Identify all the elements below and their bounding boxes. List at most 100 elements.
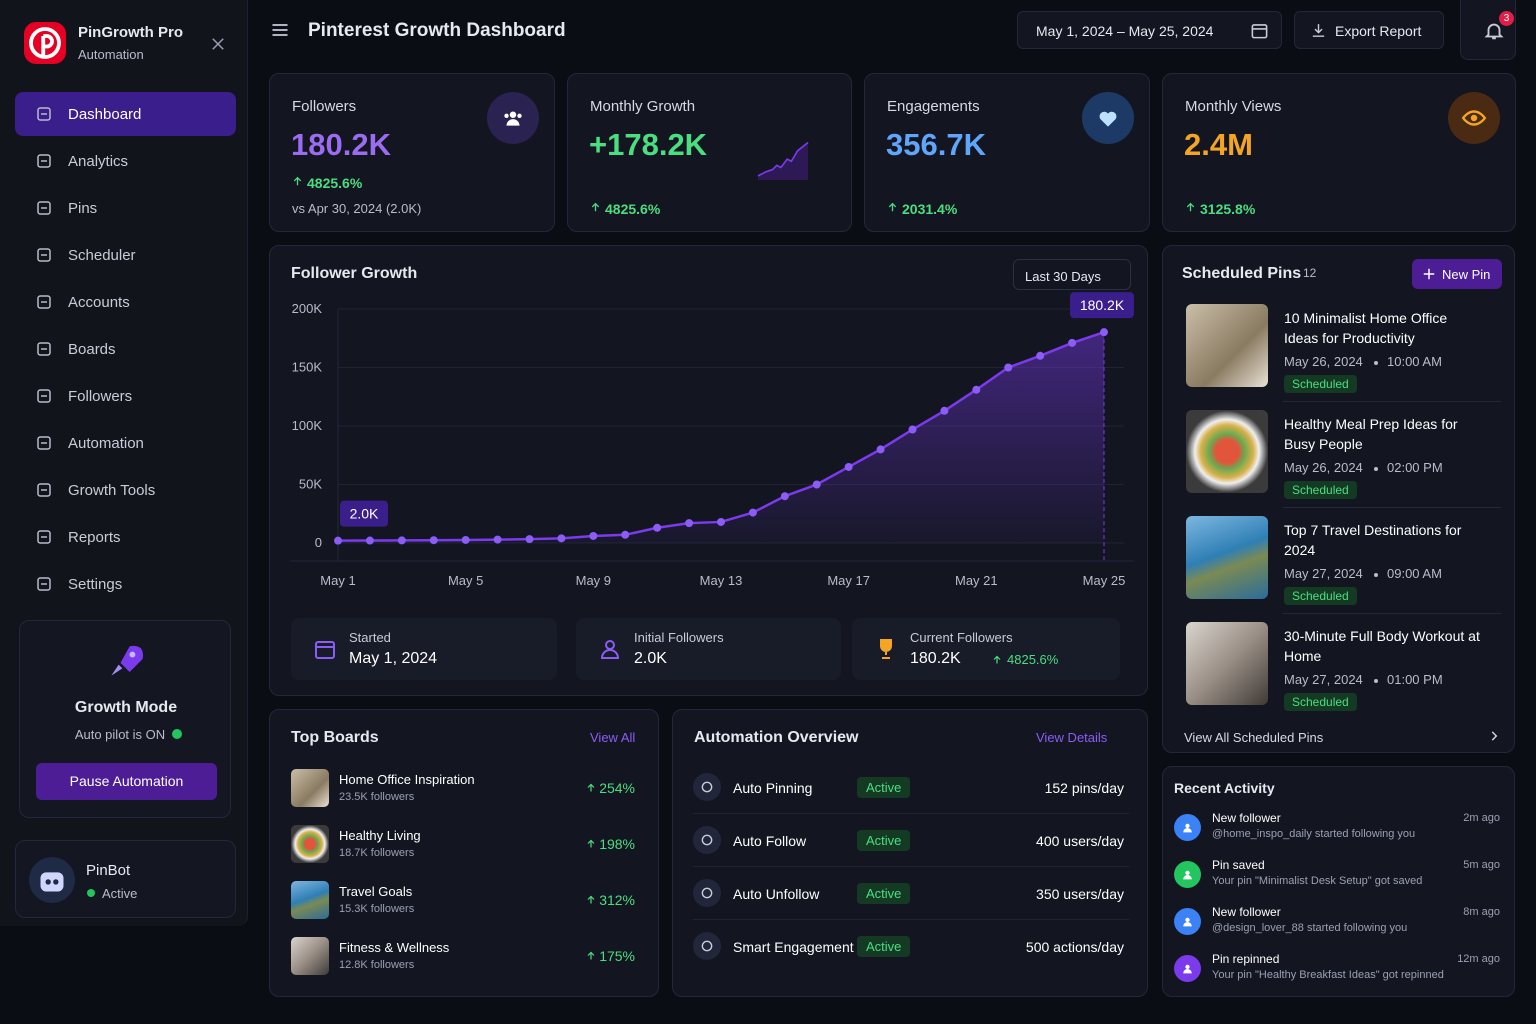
- nav-item[interactable]: Dashboard: [15, 92, 236, 136]
- board-row[interactable]: Fitness & Wellness 12.8K followers 175%: [291, 936, 641, 976]
- kpi-label: Monthly Views: [1185, 98, 1282, 115]
- area: [338, 332, 1104, 543]
- new-pin-label: New Pin: [1442, 267, 1491, 282]
- y-tick-label: 50K: [299, 477, 322, 492]
- data-point: [1100, 328, 1108, 337]
- automation-row: Smart Engagement Active 500 actions/day: [693, 931, 1129, 961]
- nav-label: Pins: [68, 200, 98, 217]
- board-row[interactable]: Travel Goals 15.3K followers 312%: [291, 880, 641, 920]
- data-point: [429, 536, 438, 545]
- automation-rate: 500 actions/day: [1025, 939, 1124, 955]
- nav-item[interactable]: Analytics: [15, 139, 236, 183]
- change-arrow: [585, 893, 597, 905]
- close-sidebar[interactable]: [209, 35, 227, 53]
- nav-label: Followers: [68, 388, 133, 405]
- nav-item[interactable]: Settings: [15, 562, 236, 606]
- view-all-pins[interactable]: View All Scheduled Pins: [1163, 724, 1516, 748]
- data-point: [844, 462, 853, 471]
- view-details-link[interactable]: View Details: [1036, 730, 1108, 745]
- nav-item[interactable]: Followers: [15, 374, 236, 418]
- nav-item[interactable]: Pins: [15, 186, 236, 230]
- change-arrow-glyph: [888, 202, 897, 212]
- kpi-icon: [1448, 92, 1500, 144]
- nav-item[interactable]: Scheduler: [15, 233, 236, 277]
- change-arrow: [991, 653, 1003, 665]
- pin-dot: [1374, 361, 1378, 365]
- activity-time: 8m ago: [1463, 906, 1500, 918]
- nav-item[interactable]: Growth Tools: [15, 468, 236, 512]
- brand-logo-glyph: [29, 27, 61, 59]
- bell-icon: [1483, 20, 1505, 42]
- nav-icon: [35, 293, 53, 311]
- range-dropdown[interactable]: Last 30 Days: [1013, 259, 1131, 290]
- nav-icon-glyph: [37, 436, 51, 450]
- export-button[interactable]: Export Report: [1294, 11, 1444, 49]
- activity-icon: [1174, 861, 1201, 888]
- menu-button[interactable]: [270, 20, 290, 40]
- activity-icon-glyph: [1183, 870, 1192, 880]
- nav-icon: [35, 481, 53, 499]
- nav-item[interactable]: Accounts: [15, 280, 236, 324]
- change-arrow-glyph: [587, 895, 595, 904]
- data-point: [1036, 351, 1045, 360]
- new-pin-button[interactable]: New Pin: [1412, 259, 1502, 289]
- view-all-link[interactable]: View All: [590, 730, 636, 745]
- recent-activity-card: Recent Activity New follower @home_inspo_d…: [1162, 766, 1515, 997]
- data-point: [653, 523, 662, 532]
- activity-time: 12m ago: [1457, 953, 1500, 965]
- value-label: 180.2K: [1080, 297, 1125, 313]
- nav-icon-glyph: [37, 342, 51, 356]
- board-thumbnail: [291, 937, 329, 975]
- nav-icon-glyph: [37, 389, 51, 403]
- plus-icon: [1422, 267, 1436, 281]
- scheduled-pin[interactable]: 30-Minute Full Body Workout at Home May 2…: [1183, 622, 1501, 714]
- nav-icon-glyph: [37, 295, 51, 309]
- change-arrow-glyph: [993, 655, 1001, 664]
- nav-label: Scheduler: [68, 247, 136, 264]
- automation-name: Auto Unfollow: [733, 886, 820, 902]
- nav-item[interactable]: Automation: [15, 421, 236, 465]
- scheduled-pins-card: Scheduled Pins 12 New Pin 10 Minimalist Hom…: [1162, 245, 1515, 753]
- scheduled-pin[interactable]: Top 7 Travel Destinations for 2024 May 27…: [1183, 516, 1501, 614]
- board-growth: 254%: [599, 780, 635, 796]
- data-point: [780, 492, 789, 501]
- scheduled-pin[interactable]: 10 Minimalist Home Office Ideas for Prod…: [1183, 304, 1501, 402]
- pin-dot: [1374, 467, 1378, 471]
- pin-title: Healthy Meal Prep Ideas for Busy People: [1284, 416, 1458, 452]
- close-sidebar-glyph: [212, 38, 224, 50]
- bot-name: PinBot: [86, 862, 131, 879]
- pause-automation-button[interactable]: Pause Automation: [36, 763, 217, 800]
- notifications-button[interactable]: 3: [1460, 0, 1516, 60]
- nav-item[interactable]: Reports: [15, 515, 236, 559]
- scheduled-pin[interactable]: Healthy Meal Prep Ideas for Busy People M…: [1183, 410, 1501, 508]
- pin-time: 02:00 PM: [1387, 460, 1443, 475]
- nav-icon: [35, 575, 53, 593]
- pin-status: Scheduled: [1284, 587, 1357, 605]
- change-arrow-glyph: [293, 176, 302, 186]
- panel-title: Recent Activity: [1174, 780, 1275, 796]
- automation-status: Active: [857, 830, 911, 851]
- export-label: Export Report: [1335, 23, 1422, 39]
- board-row[interactable]: Healthy Living 18.7K followers 198%: [291, 824, 641, 864]
- data-point: [525, 535, 534, 544]
- activity-icon: [1174, 908, 1201, 935]
- activity-title: New follower: [1212, 905, 1281, 919]
- data-point: [493, 535, 502, 544]
- nav-item[interactable]: Boards: [15, 327, 236, 371]
- pin-thumbnail: [1186, 622, 1268, 705]
- kpi-card: Engagements 356.7K 2031.4%: [864, 73, 1150, 232]
- panel-title: Scheduled Pins: [1182, 265, 1302, 282]
- change-arrow: [585, 781, 597, 793]
- data-point: [589, 531, 598, 540]
- date-range-picker[interactable]: May 1, 2024 – May 25, 2024: [1017, 11, 1282, 49]
- activity-time: 5m ago: [1463, 859, 1500, 871]
- data-point: [557, 534, 566, 543]
- pin-time: 01:00 PM: [1387, 672, 1443, 687]
- y-tick-label: 0: [315, 535, 322, 550]
- value-label-box: [1070, 292, 1134, 319]
- board-row[interactable]: Home Office Inspiration 23.5K followers 25…: [291, 768, 641, 808]
- kpi-icon-glyph: [1099, 111, 1117, 127]
- menu-button-glyph: [272, 24, 288, 36]
- board-name: Travel Goals: [339, 884, 413, 899]
- sidebar: PinGrowth Pro Automation Dashboard Analytic…: [0, 0, 248, 926]
